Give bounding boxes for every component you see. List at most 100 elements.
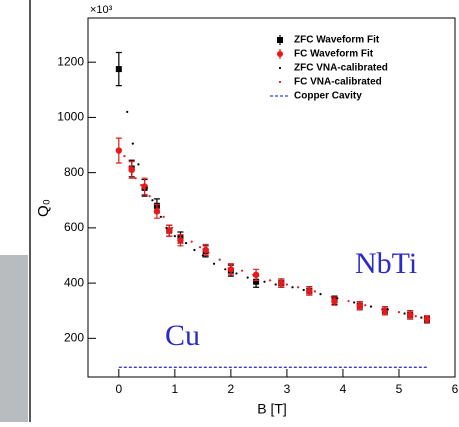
legend-swatch [277,51,283,57]
dot [291,286,294,289]
x-tick-label: 5 [396,382,403,396]
dot [274,283,277,286]
marker [177,237,184,244]
dot [246,276,249,279]
dot [224,268,227,271]
y-tick-label: 200 [64,331,84,345]
x-tick-label: 3 [284,382,291,396]
dot [193,248,196,252]
dot [240,269,244,272]
dot [128,166,132,169]
dot [173,235,176,238]
dot [263,280,266,283]
dot [302,288,305,292]
dot [140,183,143,187]
dot [397,311,401,314]
marker [166,227,173,234]
dot [386,308,389,311]
background-photo [0,255,28,422]
dot [268,279,272,282]
dot [218,258,221,261]
dot [313,290,317,293]
y-tick-label: 1000 [57,110,84,124]
dot [201,254,204,257]
marker [128,166,135,174]
dot [156,207,160,210]
dot [198,246,202,249]
y-tick-label: 800 [64,165,84,179]
y-tick-label: 400 [64,275,84,289]
dot [165,226,168,229]
marker [331,297,338,305]
legend-swatch [277,37,283,43]
marker [153,208,161,215]
dot [159,215,162,218]
dot [170,226,174,229]
legend-label: FC VNA-calibrated [294,77,382,88]
dot [414,315,417,318]
dot [179,233,182,236]
x-tick-label: 0 [115,382,122,396]
dot [134,177,137,180]
dot [420,316,423,319]
x-tick-label: 2 [228,382,235,396]
dot [235,272,238,275]
dot [369,305,373,308]
legend-swatch [278,80,282,84]
marker [356,302,363,309]
marker [406,311,414,319]
dot [330,295,333,299]
panel [30,0,459,422]
dot [184,241,188,245]
dot [403,312,406,315]
annotation: NbTi [355,247,417,280]
y-tick-label: 1200 [57,54,84,68]
marker [227,266,235,273]
y-multiplier: ×10³ [90,4,113,16]
dot [123,154,126,158]
annotation: Cu [165,319,200,352]
dot [364,304,367,307]
dot [425,317,429,321]
marker [252,271,260,279]
dot [319,293,322,296]
dot [297,286,300,289]
dot [145,186,148,189]
legend-label: ZFC Waveform Fit [294,35,380,46]
dot [131,142,134,145]
y-tick-label: 600 [64,220,84,234]
marker [115,66,122,73]
marker [115,147,123,154]
x-axis-label: B [T] [257,401,287,417]
plot-frame [87,17,456,378]
y-axis-label: Q₀ [35,199,52,217]
dot [229,264,232,267]
dot [162,215,165,218]
marker [253,278,260,285]
dot [207,251,210,254]
marker [202,246,209,254]
legend-label: FC Waveform Fit [294,49,374,60]
dot [190,240,193,243]
dot [137,163,140,166]
x-tick-label: 6 [452,382,459,396]
dot [212,262,216,265]
dot [285,283,289,286]
marker [278,279,285,287]
dot [381,308,384,311]
dot [126,110,129,113]
legend-label: Copper Cavity [294,91,362,102]
dot [353,301,356,304]
dot [151,199,154,202]
legend-label: ZFC VNA-calibrated [294,63,388,74]
dot [336,297,339,300]
legend-swatch [278,66,282,70]
dot [148,195,151,198]
marker [306,287,313,295]
dot [347,299,350,303]
dot [252,273,255,276]
x-tick-label: 4 [340,382,347,396]
x-tick-label: 1 [172,382,179,396]
marker [381,307,389,314]
